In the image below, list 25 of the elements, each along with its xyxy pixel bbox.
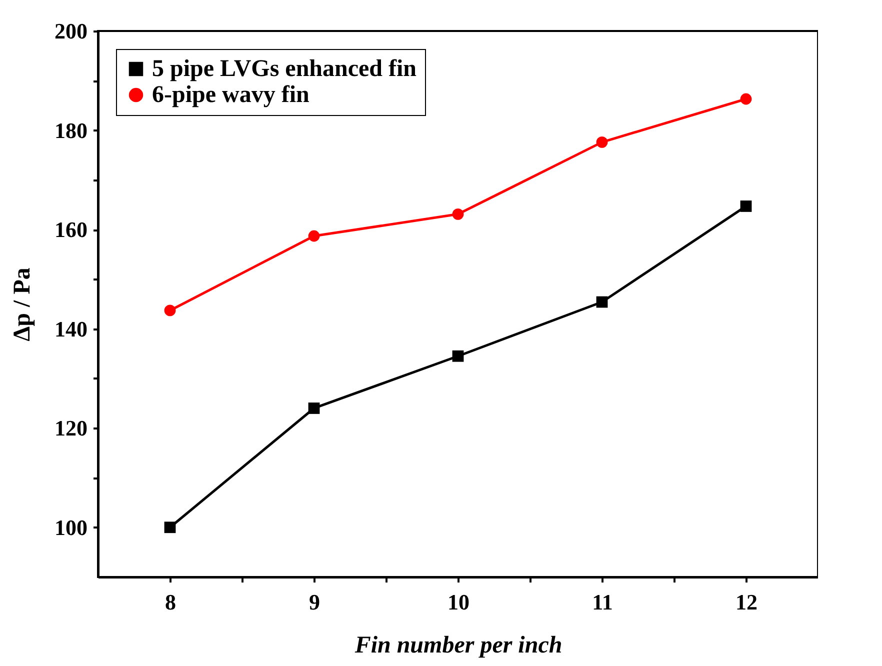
point [164, 304, 176, 316]
x-tick-label: 10 [448, 590, 470, 614]
legend-label: 6-pipe wavy fin [152, 82, 310, 108]
y-axis-title: Δp / Pa [10, 268, 36, 342]
y-tick-label: 160 [54, 217, 88, 242]
y-tick-label: 200 [54, 18, 88, 44]
x-axis-title: Fin number per inch [354, 632, 562, 658]
y-tick-label: 180 [54, 118, 88, 143]
point [308, 402, 320, 414]
point [452, 208, 464, 220]
y-tick-label: 140 [54, 316, 88, 342]
point [308, 230, 320, 242]
y-tick-label: 120 [54, 416, 88, 441]
x-tick-label: 9 [309, 590, 320, 614]
point [596, 296, 608, 308]
point [596, 136, 608, 148]
x-tick-label: 8 [165, 590, 176, 614]
point [740, 93, 752, 105]
point [452, 350, 464, 362]
point [740, 200, 752, 212]
y-tick-label: 100 [54, 514, 88, 540]
x-tick-label: 12 [736, 590, 758, 614]
x-tick-label: 11 [592, 590, 613, 614]
point [164, 522, 176, 534]
legend-label: 5 pipe LVGs enhanced fin [152, 56, 417, 82]
